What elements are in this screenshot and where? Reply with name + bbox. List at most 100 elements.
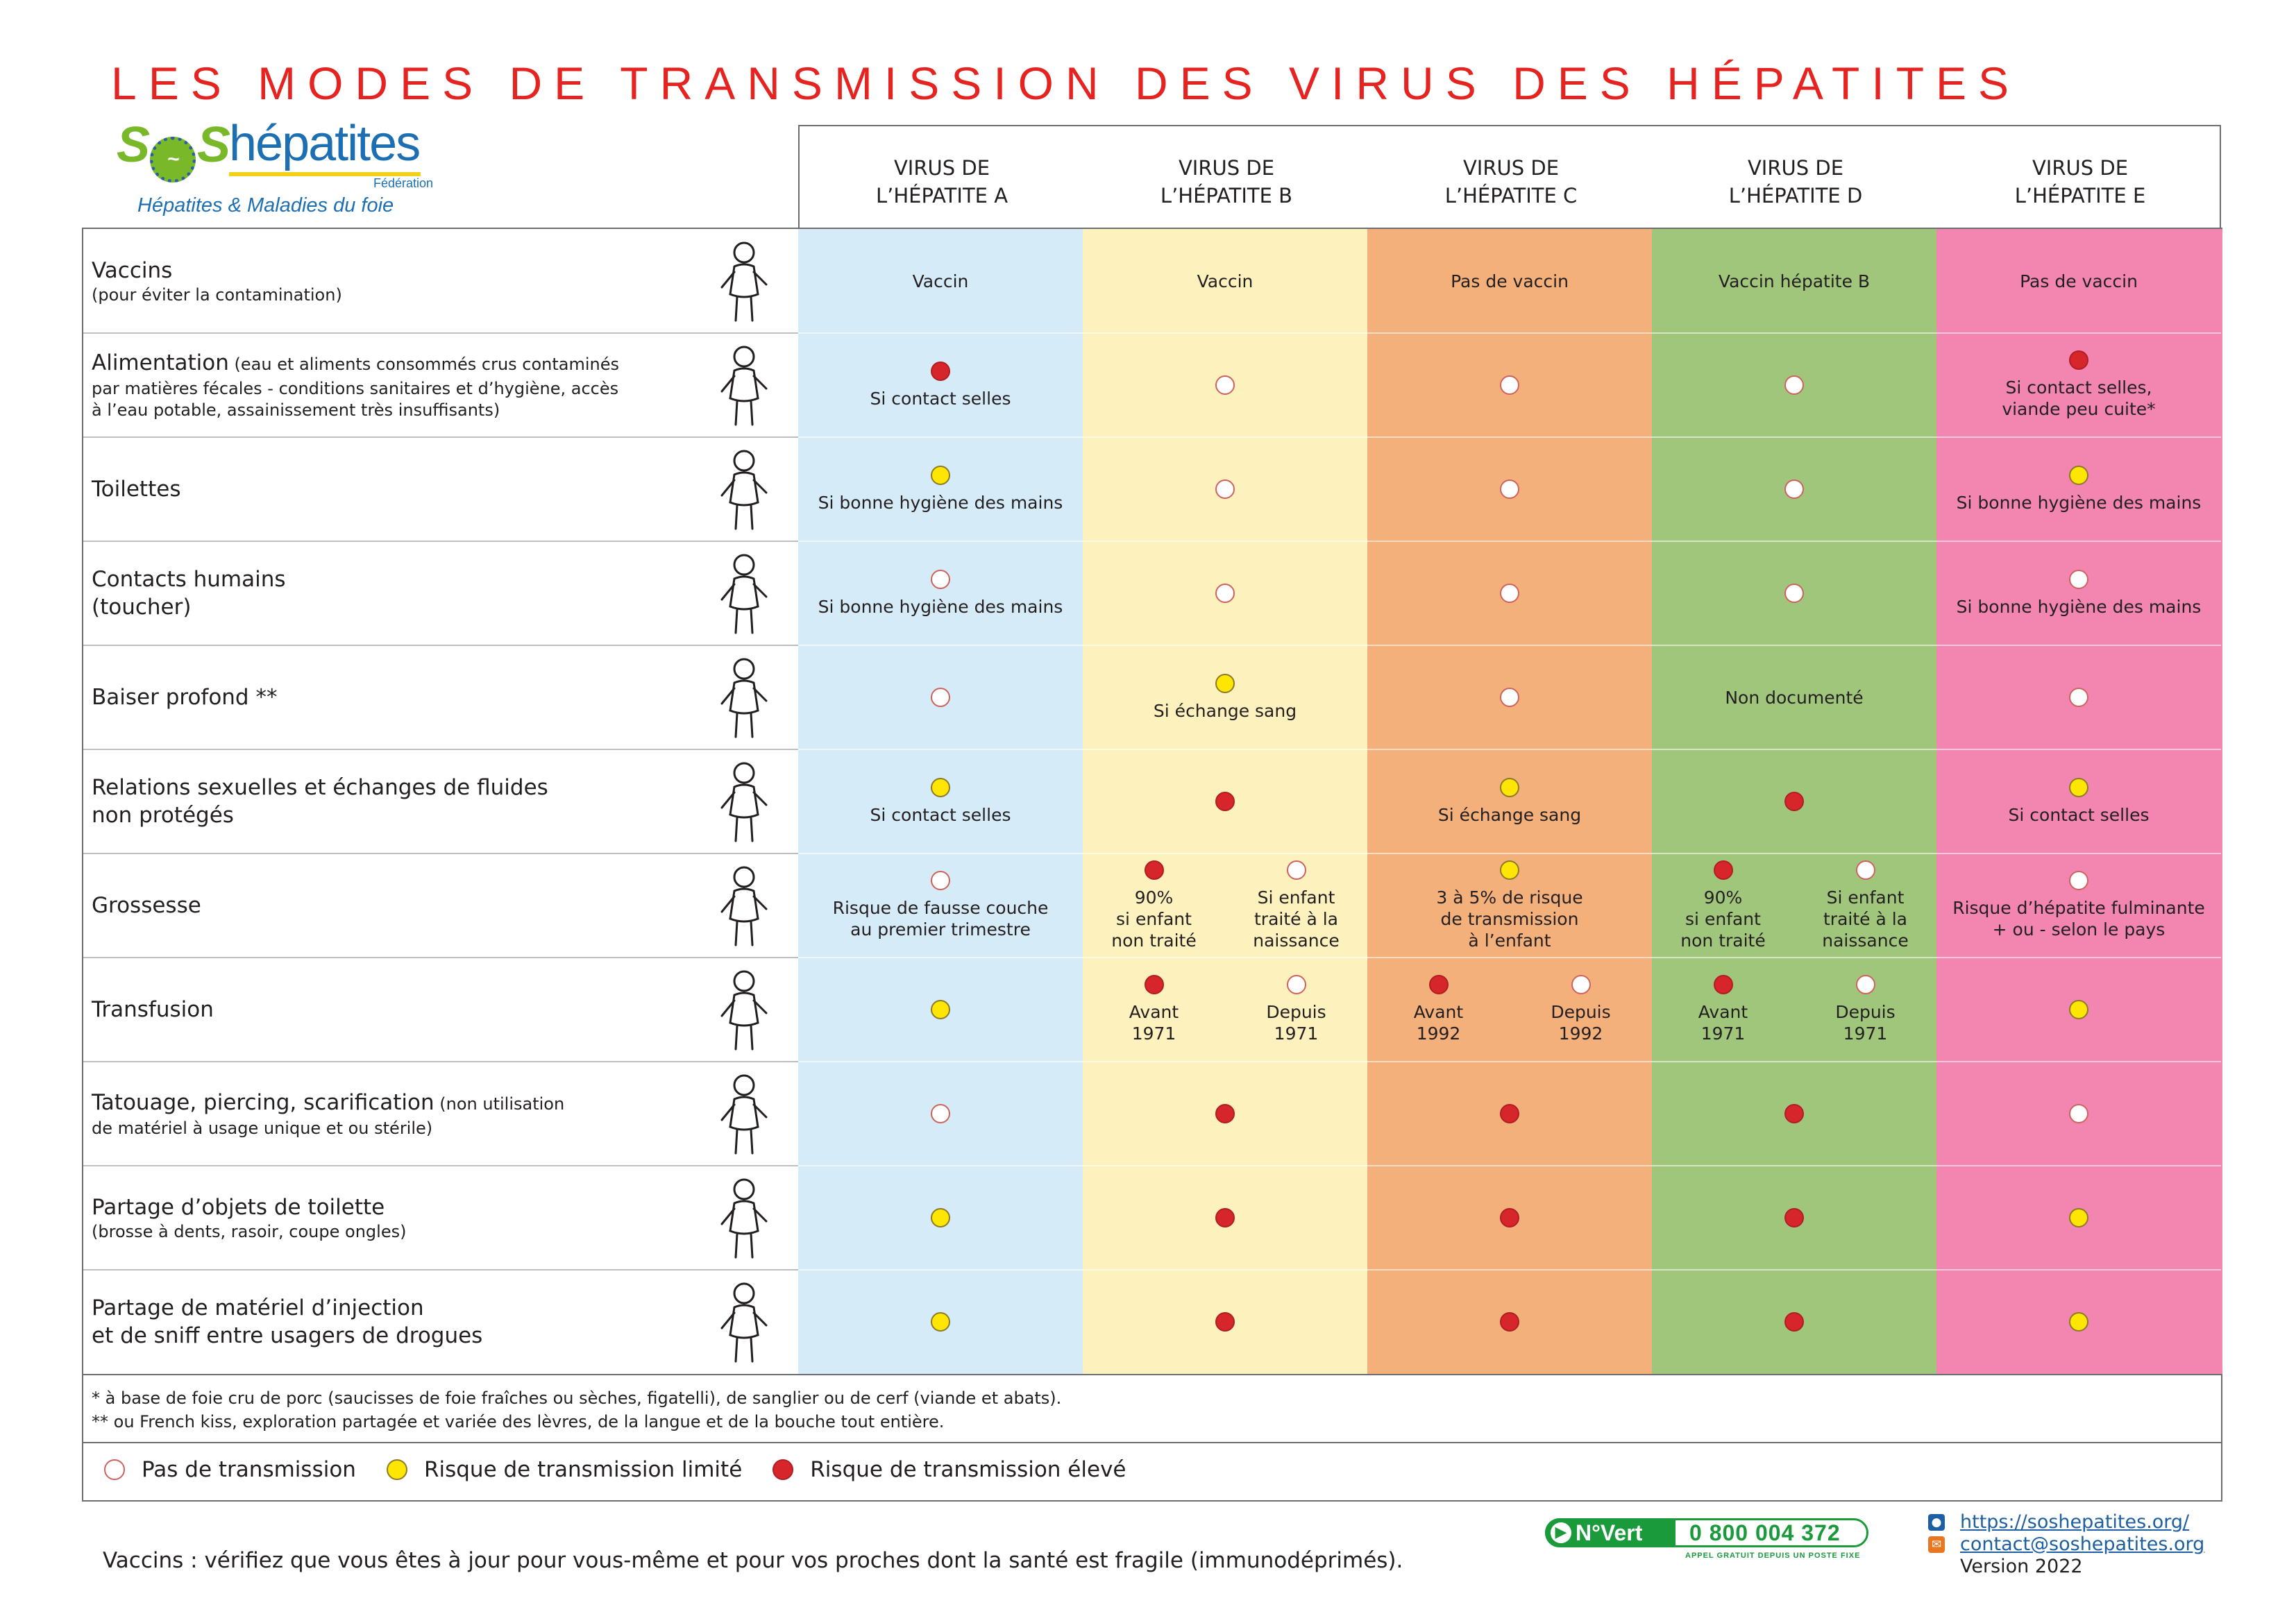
table-row: Vaccins (pour éviter la contamination) Vac… xyxy=(83,229,2221,333)
risk-dot-none xyxy=(1215,479,1235,499)
table-row: Contacts humains (toucher) Si bonne hygièn… xyxy=(83,541,2221,645)
cell-text: Si contact selles xyxy=(870,388,1011,409)
table-row: Toilettes Si bonne hygiène des mains Si bo… xyxy=(83,437,2221,541)
green-number-badge[interactable]: N°Vert ▶ 0 800 004 372 APPEL GRATUIT DEP… xyxy=(1545,1518,1871,1567)
risk-dot-limited xyxy=(2069,1208,2088,1227)
table-cell: Si enfant traité à la naissance xyxy=(1225,853,1367,958)
table-cell xyxy=(798,958,1083,1062)
table-cell: 90% si enfant non traité xyxy=(1652,853,1794,958)
risk-dot-high xyxy=(1500,1208,1519,1227)
logo-tagline: Hépatites & Maladies du foie xyxy=(137,194,394,216)
table-cell: Si bonne hygiène des mains xyxy=(798,437,1083,541)
cell-text: Pas de vaccin xyxy=(2020,271,2138,291)
row-label: Transfusion xyxy=(92,958,716,1062)
risk-dot-none xyxy=(1286,860,1306,880)
table-body: Vaccins (pour éviter la contamination) Vac… xyxy=(82,228,2222,1502)
row-title: Toilettes xyxy=(92,477,181,502)
column-hepatitis-e xyxy=(1936,229,2222,1374)
phone-number[interactable]: 0 800 004 372 xyxy=(1689,1520,1841,1545)
risk-dot-none xyxy=(1500,375,1519,395)
logo-letter: S xyxy=(197,117,230,173)
risk-dot-none xyxy=(1855,975,1875,994)
row-title: Relations sexuelles et échanges de fluid… xyxy=(92,775,548,828)
column-header-line: VIRUS DE xyxy=(1462,156,1560,180)
table-cell: Avant 1971 xyxy=(1083,958,1225,1062)
contact-info: ● https://soshepatites.org/ ✉ contact@so… xyxy=(1928,1511,2204,1578)
table-cell: Si échange sang xyxy=(1083,645,1367,749)
logo-letter: S xyxy=(117,117,150,173)
risk-dot-limited xyxy=(931,1000,950,1019)
risk-dot-high xyxy=(931,361,950,381)
risk-dot-high xyxy=(1428,975,1449,994)
cell-text: 3 à 5% de risque de transmission à l’enfan… xyxy=(1436,887,1583,951)
row-title: Baiser profond ** xyxy=(92,685,278,710)
risk-dot-none xyxy=(1215,584,1235,603)
cell-text: Si échange sang xyxy=(1437,804,1582,825)
toothbrush-icon xyxy=(720,1178,768,1259)
website-link[interactable]: https://soshepatites.org/ xyxy=(1960,1511,2190,1533)
cell-text: Avant 1992 xyxy=(1413,1002,1464,1044)
table-cell xyxy=(1936,1062,2221,1166)
risk-dot-high xyxy=(1215,792,1235,811)
row-title: Contacts humains (toucher) xyxy=(92,567,286,620)
cell-text: Si enfant traité à la naissance xyxy=(1253,887,1340,951)
table-row: Tatouage, piercing, scarification (non u… xyxy=(83,1062,2221,1166)
row-divider xyxy=(798,436,2221,438)
risk-dot-limited xyxy=(2069,465,2088,485)
column-hepatitis-c xyxy=(1367,229,1652,1374)
table-cell xyxy=(1367,437,1652,541)
row-divider xyxy=(798,749,2221,750)
row-title: Tatouage, piercing, scarification (non u… xyxy=(92,1089,565,1115)
table-cell xyxy=(1367,333,1652,437)
risk-dot-limited xyxy=(1215,673,1235,693)
risk-dot-limited xyxy=(931,1208,950,1227)
sos-hepatites-logo: S ~ S hépatites Fédération Hépatites & Mal… xyxy=(117,116,433,228)
cell-text: Si contact selles xyxy=(870,804,1011,825)
row-divider xyxy=(798,645,2221,646)
column-header: VIRUS DE L’HÉPATITE C xyxy=(1369,154,1653,210)
row-subtitle: de matériel à usage unique et ou stérile… xyxy=(92,1118,433,1138)
row-subtitle: (brosse à dents, rasoir, coupe ongles) xyxy=(92,1221,407,1241)
table-cell: Si contact selles xyxy=(798,333,1083,437)
cell-text: Si bonne hygiène des mains xyxy=(1956,492,2202,513)
table-row: Alimentation (eau et aliments consommés … xyxy=(83,333,2221,437)
risk-dot-high xyxy=(1784,1312,1804,1332)
risk-dot-limited xyxy=(1500,860,1519,880)
column-header-line: L’HÉPATITE B xyxy=(1160,184,1293,207)
row-label: Alimentation (eau et aliments consommés … xyxy=(92,333,716,437)
row-title: Transfusion xyxy=(92,997,214,1022)
risk-dot-none xyxy=(1571,975,1591,994)
table-cell xyxy=(1083,1062,1367,1166)
table-cell xyxy=(1083,333,1367,437)
logo-underline xyxy=(229,172,421,176)
table-cell: Si enfant traité à la naissance xyxy=(1794,853,1936,958)
table-cell xyxy=(1083,437,1367,541)
risk-dot-high xyxy=(1500,1104,1519,1123)
row-label: Partage de matériel d’injection et de sni… xyxy=(92,1270,716,1374)
risk-dot-limited xyxy=(2069,1000,2088,1019)
cell-text: Depuis 1971 xyxy=(1266,1002,1326,1044)
table-cell xyxy=(1367,541,1652,645)
table-cell xyxy=(798,1166,1083,1270)
risk-dot-none xyxy=(931,871,950,890)
risk-dot-high xyxy=(1215,1312,1235,1332)
row-divider xyxy=(83,853,798,854)
row-divider xyxy=(798,957,2221,958)
row-title-detail: (non utilisation xyxy=(434,1094,565,1114)
table-cell xyxy=(1367,1166,1652,1270)
risk-dot-none xyxy=(1784,375,1804,395)
child-eating-icon xyxy=(720,346,768,426)
hug-icon xyxy=(720,554,768,634)
cell-text: Si bonne hygiène des mains xyxy=(1956,596,2202,617)
table-cell xyxy=(1367,1062,1652,1166)
row-divider xyxy=(83,1165,798,1166)
risk-dot-none xyxy=(1784,479,1804,499)
table-cell xyxy=(1652,437,1936,541)
risk-dot-limited xyxy=(2069,777,2088,797)
email-link[interactable]: contact@soshepatites.org xyxy=(1960,1533,2205,1555)
row-label: Toilettes xyxy=(92,437,716,541)
risk-dot-none xyxy=(931,688,950,707)
table-cell: Si contact selles xyxy=(1936,749,2221,853)
pregnant-woman-icon xyxy=(720,866,768,946)
table-row: Grossesse Risque de fausse couche au premi… xyxy=(83,853,2221,958)
